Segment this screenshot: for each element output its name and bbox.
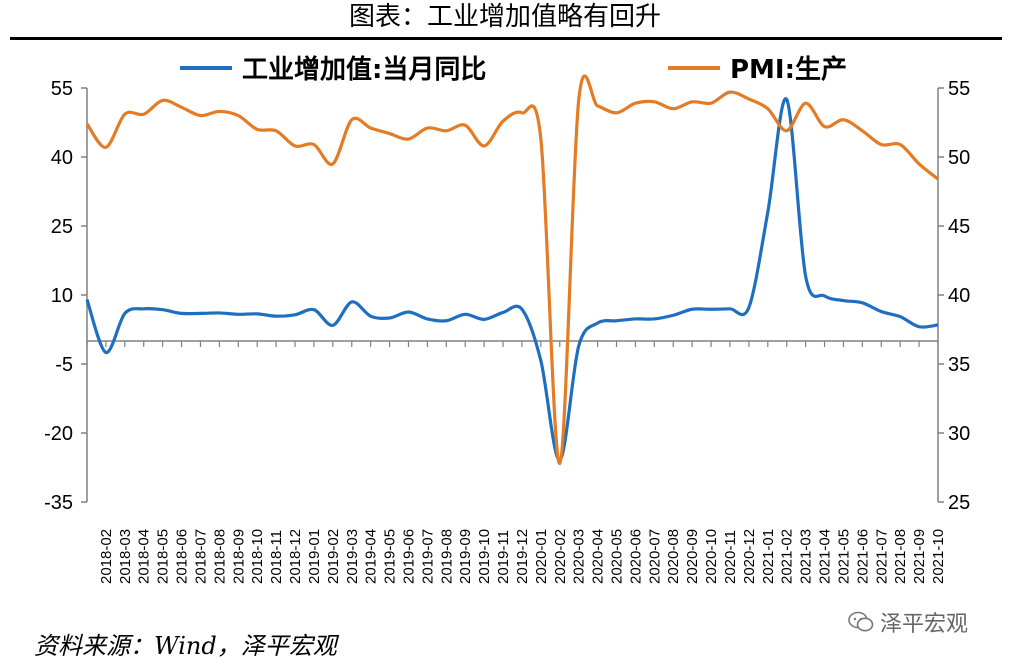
x-tick-label: 2019-03 (344, 529, 361, 584)
wechat-icon (848, 611, 874, 632)
legend-label: PMI:生产 (730, 55, 847, 85)
watermark-text: 泽平宏观 (880, 612, 969, 637)
x-tick-label: 2018-07 (192, 529, 209, 584)
right-tick-label: 50 (948, 147, 970, 169)
left-tick-label: 25 (51, 216, 73, 238)
chart-legend: 工业增加值:当月同比 PMI:生产 (180, 54, 847, 85)
page-title: 图表：工业增加值略有回升 (348, 2, 661, 32)
right-tick-label: 30 (948, 423, 970, 445)
x-tick-label: 2018-11 (268, 530, 285, 584)
x-tick-label: 2019-06 (400, 529, 417, 584)
source-note: 资料来源：Wind，泽平宏观 (34, 632, 337, 660)
x-tick-label: 2021-07 (873, 529, 890, 584)
x-tick-label: 2021-01 (760, 529, 777, 584)
chart-series (85, 74, 940, 465)
left-tick-label: 10 (51, 285, 73, 307)
left-tick-label: -35 (44, 492, 73, 514)
x-tick-label: 2018-08 (211, 529, 228, 584)
x-tick-label: 2019-11 (495, 530, 512, 584)
x-tick-label: 2018-05 (155, 529, 172, 584)
x-tick-label: 2018-12 (287, 529, 304, 584)
x-tick-label: 2019-08 (438, 529, 455, 584)
x-tick-label: 2020-05 (609, 529, 626, 584)
x-tick-label: 2020-07 (646, 529, 663, 584)
right-tick-label: 35 (948, 354, 970, 376)
x-tick-label: 2020-01 (533, 529, 550, 584)
x-tick-label: 2019-09 (457, 529, 474, 584)
x-tick-label: 2019-01 (306, 529, 323, 584)
left-tick-label: 40 (51, 147, 73, 169)
x-tick-label: 2018-06 (174, 529, 191, 584)
x-tick-label: 2021-05 (835, 529, 852, 584)
x-tick-label: 2019-02 (325, 529, 342, 584)
left-tick-label: 55 (51, 78, 73, 100)
x-tick-label: 2020-03 (571, 529, 588, 584)
line-chart: 工业增加值:当月同比 PMI:生产 55 40 25 10 -5 -20 -35 55 50 45 4… (44, 54, 970, 584)
x-tick-label: 2019-12 (514, 529, 531, 584)
x-tick-label: 2018-09 (230, 529, 247, 584)
x-tick-label: 2021-09 (911, 529, 928, 584)
left-tick-label: -5 (55, 354, 73, 376)
right-tick-label: 45 (948, 216, 970, 238)
series-line-industrial-value-added (85, 97, 939, 462)
x-tick-label: 2019-05 (382, 529, 399, 584)
x-tick-label: 2021-06 (854, 529, 871, 584)
x-tick-label: 2021-08 (892, 529, 909, 584)
x-tick-label: 2020-10 (703, 529, 720, 584)
title-rule (10, 37, 1002, 40)
x-tick-label: 2021-10 (930, 529, 947, 584)
legend-pmi-production: PMI:生产 (668, 55, 847, 85)
x-tick-label: 2018-04 (136, 529, 153, 584)
legend-label: 工业增加值:当月同比 (242, 54, 486, 85)
x-tick-label: 2021-04 (817, 529, 834, 584)
x-tick-label: 2020-09 (684, 529, 701, 584)
x-tick-label: 2020-12 (741, 529, 758, 584)
right-tick-label: 55 (948, 78, 970, 100)
x-tick-label: 2018-03 (117, 529, 134, 584)
x-tick-label: 2020-04 (590, 529, 607, 584)
x-tick-label: 2019-10 (476, 529, 493, 584)
right-tick-label: 25 (948, 492, 970, 514)
legend-industrial-value-added: 工业增加值:当月同比 (180, 54, 486, 85)
x-tick-label: 2021-02 (779, 529, 796, 584)
series-line-pmi-production (85, 74, 940, 465)
x-tick-label: 2018-02 (98, 529, 115, 584)
x-tick-label: 2020-08 (665, 529, 682, 584)
left-tick-label: -20 (44, 423, 73, 445)
x-tick-label: 2019-07 (419, 529, 436, 584)
x-tick-label: 2020-06 (627, 529, 644, 584)
x-tick-label: 2018-10 (249, 529, 266, 584)
x-tick-label: 2020-11 (722, 530, 739, 584)
x-tick-label: 2021-03 (798, 529, 815, 584)
right-tick-label: 40 (948, 285, 970, 307)
watermark: 泽平宏观 (848, 606, 968, 638)
x-tick-label: 2019-04 (363, 529, 380, 584)
x-tick-label: 2020-02 (552, 529, 569, 584)
